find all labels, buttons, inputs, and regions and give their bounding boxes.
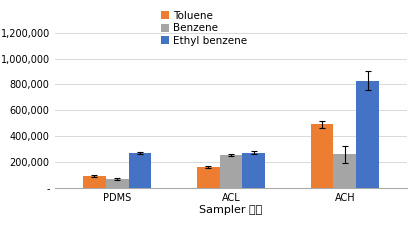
Bar — [356, 81, 379, 188]
X-axis label: Sampler 종류: Sampler 종류 — [200, 205, 262, 215]
Bar — [106, 179, 129, 188]
Legend: Toluene, Benzene, Ethyl benzene: Toluene, Benzene, Ethyl benzene — [159, 8, 249, 48]
Bar — [333, 154, 356, 188]
Bar — [220, 155, 242, 188]
Bar — [83, 176, 106, 188]
Bar — [197, 167, 220, 188]
Bar — [129, 153, 151, 188]
Bar — [242, 153, 265, 188]
Bar — [311, 125, 333, 188]
